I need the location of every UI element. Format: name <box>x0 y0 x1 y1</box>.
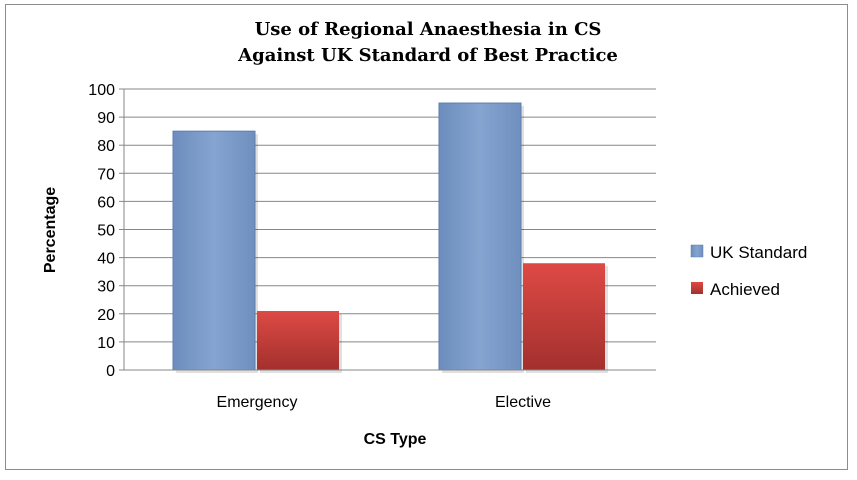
y-tick-label: 80 <box>97 138 115 155</box>
legend: UK Standard Achieved <box>690 243 807 299</box>
y-tick-label: 20 <box>97 307 115 324</box>
legend-swatch-uk-standard <box>690 244 704 258</box>
bars <box>172 102 608 374</box>
chart-title-line-2: Against UK Standard of Best Practice <box>237 45 618 66</box>
legend-label-uk-standard: UK Standard <box>710 243 807 262</box>
y-axis-ticks: 0 10 20 30 40 50 60 70 80 90 100 <box>88 82 124 380</box>
x-axis-categories: Emergency Elective <box>217 394 552 411</box>
y-tick-label: 30 <box>97 279 115 296</box>
legend-label-achieved: Achieved <box>710 280 780 299</box>
bar-achieved-emergency <box>257 310 339 370</box>
x-category-label: Emergency <box>217 394 298 411</box>
y-tick-label: 100 <box>88 82 115 99</box>
y-tick-label: 0 <box>106 363 115 380</box>
bar-uk-standard-emergency <box>172 130 256 371</box>
bar-achieved-elective <box>523 263 605 370</box>
chart-title-line-1: Use of Regional Anaesthesia in CS <box>255 19 602 40</box>
legend-swatch-achieved <box>691 282 703 294</box>
y-tick-label: 90 <box>97 110 115 127</box>
y-tick-label: 70 <box>97 166 115 183</box>
x-category-label: Elective <box>495 394 551 411</box>
axes <box>123 89 656 371</box>
y-tick-label: 10 <box>97 335 115 352</box>
y-axis-title: Percentage <box>42 187 59 273</box>
y-tick-label: 40 <box>97 251 115 268</box>
y-tick-label: 50 <box>97 223 115 240</box>
chart-frame <box>5 4 848 470</box>
bar-uk-standard-elective <box>438 102 522 371</box>
y-tick-label: 60 <box>97 194 115 211</box>
x-axis-title: CS Type <box>364 431 427 448</box>
